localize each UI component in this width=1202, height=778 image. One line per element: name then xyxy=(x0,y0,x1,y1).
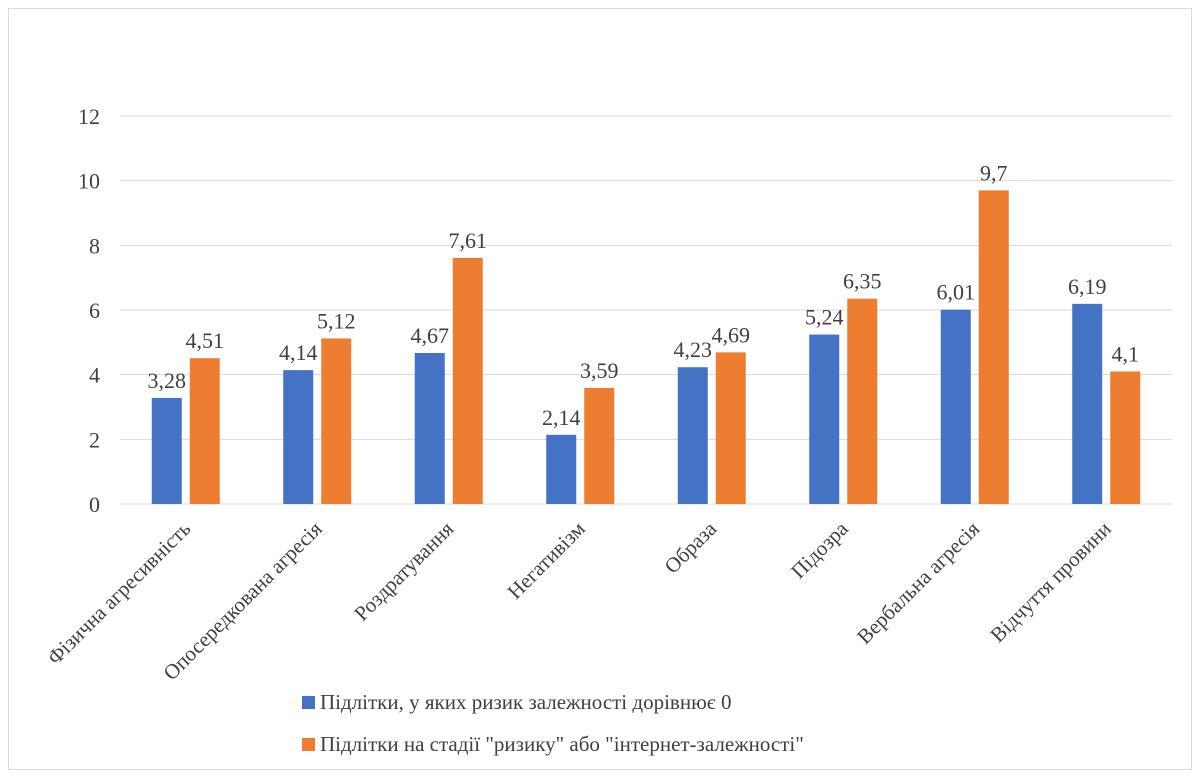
bar-series2 xyxy=(1110,371,1141,504)
bar-series1 xyxy=(940,309,971,504)
bar-series1 xyxy=(677,367,708,504)
bar-series2 xyxy=(584,387,615,504)
x-category-label: Вербальна агресія xyxy=(852,516,984,648)
data-label: 6,01 xyxy=(937,280,976,305)
data-label: 4,1 xyxy=(1112,341,1140,366)
data-label: 9,7 xyxy=(980,160,1008,185)
data-label: 4,69 xyxy=(712,322,751,347)
data-label: 3,28 xyxy=(148,368,187,393)
x-category-label: Роздратування xyxy=(349,516,458,625)
y-tick-label: 2 xyxy=(89,427,100,452)
bar-series1 xyxy=(1072,303,1103,504)
bar-series1 xyxy=(546,434,577,504)
y-tick-label: 12 xyxy=(78,104,100,129)
legend: Підлітки, у яких ризик залежності дорівн… xyxy=(302,690,804,756)
legend-swatch-series2 xyxy=(302,738,315,751)
data-label: 6,19 xyxy=(1068,274,1107,299)
x-category-label: Підозра xyxy=(786,516,853,583)
x-category-label: Негативізм xyxy=(503,517,590,604)
data-labels: 3,28 4,51 4,14 5,12 4,67 7,61 2,14 3,59 4,234,69… xyxy=(148,160,1140,429)
data-label: 6,35 xyxy=(843,269,882,294)
data-label: 3,59 xyxy=(580,358,619,383)
bar-series1 xyxy=(414,353,445,504)
data-label: 2,14 xyxy=(542,405,581,430)
data-label: 5,24 xyxy=(805,305,844,330)
bar-series1 xyxy=(283,370,314,504)
legend-swatch-series1 xyxy=(302,696,315,709)
y-tick-label: 4 xyxy=(89,363,100,388)
bar-series1 xyxy=(809,334,840,504)
legend-label-series1: Підлітки, у яких ризик залежності дорівн… xyxy=(320,690,732,714)
bar-series2 xyxy=(452,257,483,504)
y-tick-label: 6 xyxy=(89,298,100,323)
x-category-label: Фізична агресивність xyxy=(42,517,195,670)
y-tick-label: 10 xyxy=(78,169,100,194)
data-label: 7,61 xyxy=(449,228,488,253)
bars xyxy=(151,190,1141,504)
x-category-label: Відчуття провини xyxy=(985,517,1115,647)
gridlines xyxy=(120,115,1172,505)
data-label: 4,14 xyxy=(279,340,318,365)
y-tick-label: 0 xyxy=(89,492,100,517)
legend-label-series2: Підлітки на стадії "ризику" або "інтерне… xyxy=(320,732,804,756)
data-label: 4,23 xyxy=(674,337,713,362)
bar-series2 xyxy=(189,358,220,504)
bar-series2 xyxy=(715,352,746,504)
y-tick-label: 8 xyxy=(89,233,100,258)
y-axis-ticks: 0 2 4 6 8 10 12 xyxy=(78,104,100,517)
bar-series1 xyxy=(151,397,182,504)
data-label: 5,12 xyxy=(317,308,356,333)
bar-series2 xyxy=(321,338,352,504)
data-label: 4,67 xyxy=(411,323,450,348)
x-category-label: Образа xyxy=(660,516,722,578)
data-label: 4,51 xyxy=(186,328,225,353)
bar-series2 xyxy=(847,298,878,504)
bar-series2 xyxy=(978,190,1009,504)
